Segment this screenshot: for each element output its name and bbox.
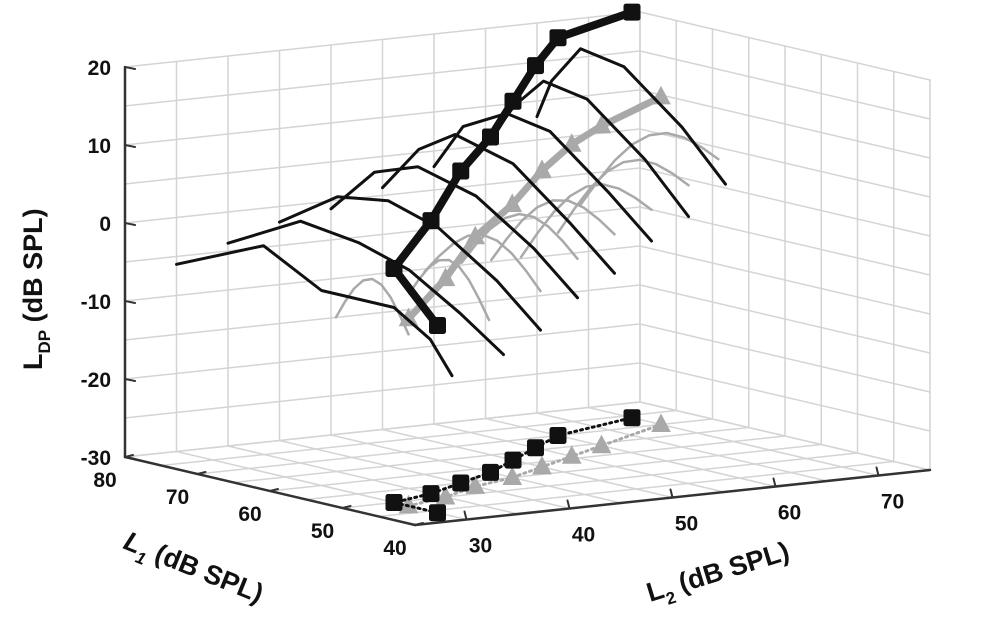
l1-tick-label: 80: [93, 469, 116, 492]
l1-axis-label: L1 (dB SPL): [118, 526, 268, 615]
square-marker: [483, 129, 499, 145]
square-marker: [550, 428, 566, 444]
square-marker: [550, 30, 566, 46]
l2-tick-mark: [877, 468, 879, 476]
square-marker: [430, 505, 446, 521]
series-curve: [177, 246, 453, 376]
square-marker: [430, 318, 446, 334]
z-tick-label: 0: [99, 213, 111, 236]
l2-tick-label: 60: [778, 502, 801, 525]
square-marker: [423, 213, 439, 229]
l2-tick-label: 50: [675, 513, 698, 536]
series-curve: [581, 133, 719, 205]
series-curve: [537, 49, 726, 184]
z-axis-label: LDP (dB SPL): [18, 208, 54, 370]
z-tick-mark: [125, 223, 135, 225]
l2-tick-mark: [568, 501, 570, 509]
series-curve: [228, 221, 504, 354]
square-marker: [386, 261, 402, 277]
square-marker: [453, 475, 469, 491]
square-marker: [423, 486, 439, 502]
l2-tick-mark: [465, 512, 467, 520]
square-marker: [624, 4, 640, 20]
z-tick-mark: [125, 301, 135, 303]
square-marker: [483, 464, 499, 480]
l2-tick-label: 40: [572, 524, 595, 547]
z-tick-mark: [125, 67, 135, 69]
series-curve: [558, 160, 689, 233]
square-marker: [505, 452, 521, 468]
square-marker: [528, 58, 544, 74]
square-marker: [453, 163, 469, 179]
square-marker: [386, 495, 402, 511]
l2-tick-mark: [774, 479, 776, 487]
l2-tick-mark: [671, 490, 673, 498]
l1-tick-label: 40: [383, 537, 406, 560]
series-curves: [177, 4, 726, 376]
z-tick-label: 10: [88, 135, 111, 158]
l2-axis-label: L2 (dB SPL): [643, 536, 795, 614]
square-marker: [505, 93, 521, 109]
l2-tick-label: 30: [469, 535, 492, 558]
triangle-marker: [652, 87, 670, 104]
z-tick-label: -20: [81, 369, 111, 392]
z-tick-label: -30: [81, 447, 111, 470]
l1-tick-label: 50: [311, 520, 334, 543]
l1-tick-label: 70: [166, 486, 189, 509]
series-curve: [336, 279, 409, 334]
optimal-path: [394, 12, 632, 325]
z-tick-mark: [125, 145, 135, 147]
l2-tick-label: 70: [881, 491, 904, 514]
z-tick-mark: [125, 379, 135, 381]
z-tick-label: -10: [81, 291, 111, 314]
square-marker: [528, 440, 544, 456]
square-marker: [624, 410, 640, 426]
z-tick-label: 20: [88, 57, 111, 80]
l1-tick-label: 60: [238, 503, 261, 526]
